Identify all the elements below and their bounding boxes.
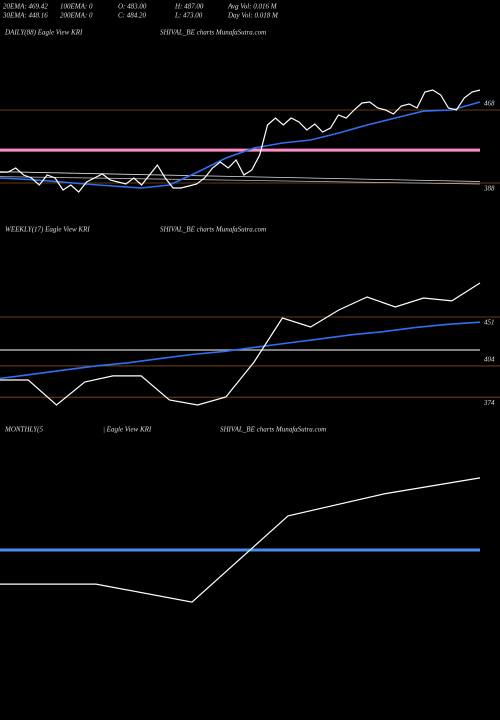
header-stat: 30EMA: 448.16 xyxy=(2,12,48,20)
price-line xyxy=(0,89,481,193)
header-stat: C: 484.20 xyxy=(118,12,147,20)
y-tick-label: 374 xyxy=(483,399,495,407)
header-stat: O: 483.00 xyxy=(118,3,147,11)
price-line xyxy=(0,176,481,185)
price-line xyxy=(0,282,481,406)
price-line xyxy=(0,477,481,603)
header-stat: L: 473.00 xyxy=(174,12,203,20)
header-stat: Avg Vol: 0.016 M xyxy=(227,3,278,11)
header-stat: H: 487.00 xyxy=(174,3,204,11)
header-stat: 100EMA: 0 xyxy=(60,3,93,11)
y-tick-label: 468 xyxy=(484,100,495,108)
header-stat: Day Vol: 0.018 M xyxy=(227,12,279,20)
header-stat: 20EMA: 469.42 xyxy=(3,3,48,11)
price-line xyxy=(0,321,481,380)
panel-title: SHIVAL_BE charts MunafaSutra.com xyxy=(160,29,266,37)
panel-title: WEEKLY(17) Eagle View KRI xyxy=(5,226,90,234)
header-stat: 200EMA: 0 xyxy=(60,12,93,20)
y-tick-label: 388 xyxy=(483,185,495,193)
panel-title: MONTHLY(5 xyxy=(4,426,43,434)
panel-title: SHIVAL_BE charts MunafaSutra.com xyxy=(160,226,266,234)
price-line xyxy=(0,101,481,189)
price-line xyxy=(0,171,481,182)
panel-title: SHIVAL_BE charts MunafaSutra.com xyxy=(220,426,326,434)
panel-title: | Eagle View KRI xyxy=(103,426,152,434)
y-tick-label: 404 xyxy=(484,356,495,364)
y-tick-label: 451 xyxy=(484,319,495,327)
panel-title: DAILY(88) Eagle View KRI xyxy=(4,29,83,37)
